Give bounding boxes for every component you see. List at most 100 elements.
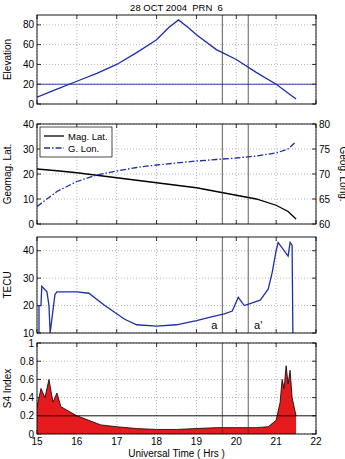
y-tick-label: 30 (23, 144, 35, 155)
grid-y (37, 361, 316, 362)
x-tick (116, 124, 117, 128)
y-tick (37, 361, 41, 362)
x-tick (76, 329, 77, 333)
y-tick (37, 24, 41, 25)
x-tick (276, 15, 277, 19)
legend: Mag. Lat.G. Lon. (40, 127, 112, 157)
y-tick-label: 40 (23, 245, 35, 256)
y2-tick-label: 80 (319, 119, 331, 130)
y2-tick-label: 75 (319, 144, 331, 155)
x-tick (236, 237, 237, 241)
grid-x (196, 343, 197, 434)
x-tick-label: 22 (310, 436, 322, 447)
y2-tick (312, 174, 316, 175)
reference-vline (248, 343, 249, 434)
x-tick-label: 21 (271, 436, 283, 447)
x-tick (76, 220, 77, 224)
grid-x (76, 15, 77, 104)
plot-area (37, 15, 316, 104)
x-tick (116, 15, 117, 19)
x-tick-label: 20 (231, 436, 243, 447)
y-tick-label: 0.8 (20, 356, 34, 367)
y-tick-label: 0 (28, 219, 34, 230)
y-tick-label: 60 (23, 39, 35, 50)
x-tick (156, 124, 157, 128)
x-tick (116, 343, 117, 347)
grid-y (37, 24, 316, 25)
grid-x (276, 15, 277, 104)
y-tick (312, 361, 316, 362)
plot-area (37, 124, 296, 224)
reference-hline (37, 415, 316, 416)
x-tick-label: 17 (111, 436, 123, 447)
x-tick-label: 16 (71, 436, 83, 447)
x-tick (116, 220, 117, 224)
y-tick (312, 305, 316, 306)
grid-x (76, 237, 77, 333)
grid-x (276, 124, 277, 224)
y-tick (312, 64, 316, 65)
area-fill (37, 366, 296, 434)
y-tick (312, 379, 316, 380)
reference-vline (222, 343, 223, 434)
grid-x (196, 237, 197, 333)
y-tick-label: 40 (23, 59, 35, 70)
y-tick-label: 0 (28, 99, 34, 110)
grid-y (37, 415, 316, 416)
x-tick (156, 343, 157, 347)
area-outline (37, 366, 296, 430)
y-tick-label: 0.2 (20, 410, 34, 421)
x-tick (196, 329, 197, 333)
y2-tick-label: 70 (319, 169, 331, 180)
grid-x (236, 237, 237, 333)
y-tick (37, 174, 41, 175)
y2-tick-label: 65 (319, 194, 331, 205)
panel-2: 10203040TECUaa' (2, 237, 316, 339)
y2-tick-label: 60 (319, 219, 331, 230)
grid-y (37, 199, 316, 200)
reference-vline (222, 124, 223, 224)
grid-x (116, 343, 117, 434)
x-tick (156, 329, 157, 333)
y-tick-label: 0 (28, 429, 34, 440)
y-tick-label: 10 (23, 194, 35, 205)
reference-vline (248, 15, 249, 104)
y-tick (37, 199, 41, 200)
x-tick (236, 329, 237, 333)
y-tick (37, 250, 41, 251)
y-tick-label: 40 (23, 119, 35, 130)
y-tick (312, 24, 316, 25)
grid-x (156, 15, 157, 104)
x-tick (276, 124, 277, 128)
legend-swatch (44, 135, 64, 136)
y-tick (312, 250, 316, 251)
x-tick (236, 343, 237, 347)
grid-x (196, 15, 197, 104)
x-tick (76, 100, 77, 104)
x-tick (156, 220, 157, 224)
y-axis-label: S4 Index (2, 369, 13, 408)
grid-x (156, 237, 157, 333)
y-tick (37, 44, 41, 45)
y-tick (312, 44, 316, 45)
plot-area (39, 237, 293, 333)
reference-vline (248, 124, 249, 224)
plot-frame (37, 237, 316, 333)
legend-label: Mag. Lat. (68, 131, 108, 142)
y-tick-label: 80 (23, 19, 35, 30)
reference-vline (222, 237, 223, 333)
legend-swatch (44, 147, 64, 148)
y-tick-label: 0.6 (20, 374, 34, 385)
x-tick (116, 237, 117, 241)
x-tick-label: 19 (191, 436, 203, 447)
grid-y (37, 278, 316, 279)
y-axis-label: Geomag. Lat. (2, 144, 13, 205)
background (0, 0, 345, 459)
plot-area (37, 343, 316, 434)
reference-hline (37, 84, 316, 85)
y-tick-label: 20 (23, 79, 35, 90)
grid-y (37, 250, 316, 251)
series-line (39, 242, 293, 333)
grid-y (37, 44, 316, 45)
grid-x (156, 124, 157, 224)
